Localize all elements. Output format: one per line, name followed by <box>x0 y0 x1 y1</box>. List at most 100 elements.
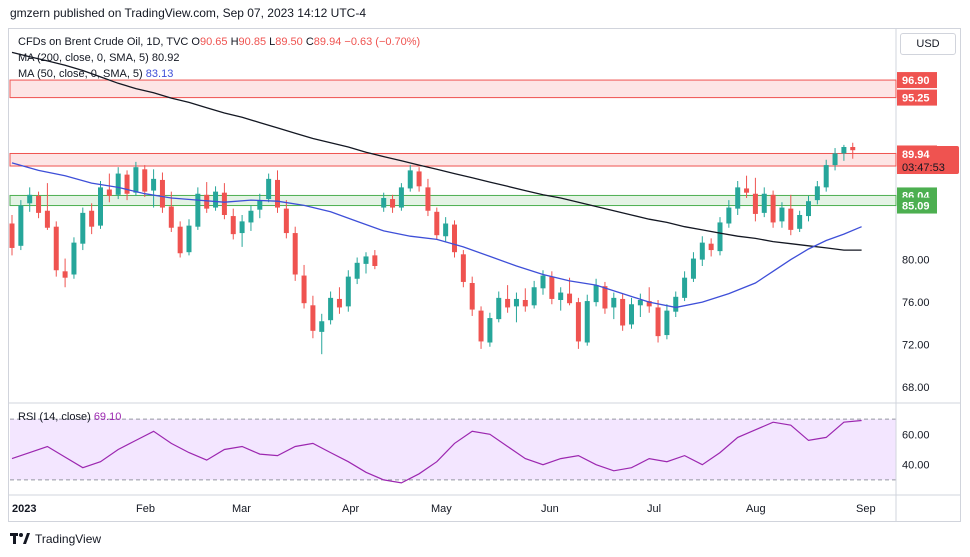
price-tick-label: 72.00 <box>902 340 930 352</box>
candle-body <box>478 310 484 342</box>
candle-body <box>142 169 148 192</box>
rsi-line <box>11 419 862 484</box>
ma50-label: MA (50, close, 0, SMA, 5) <box>18 68 143 80</box>
time-tick-label: Aug <box>746 503 766 515</box>
candle-body <box>71 242 77 275</box>
candle-body <box>186 225 192 253</box>
time-tick-label: 2023 <box>12 503 36 515</box>
candle-body <box>239 221 245 234</box>
candle-body <box>80 212 86 244</box>
candle-body <box>18 205 24 246</box>
candle-body <box>230 216 236 235</box>
candle-body <box>682 277 688 298</box>
candle-body <box>221 192 227 215</box>
candle-body <box>841 147 847 154</box>
candle-body <box>735 187 741 209</box>
candle-body <box>390 199 396 208</box>
change-value: −0.63 (−0.70%) <box>344 36 421 48</box>
zone-low-tag-bg <box>897 197 937 214</box>
candle-body <box>124 174 130 194</box>
candle-body <box>531 287 537 306</box>
low-value: 89.50 <box>275 36 303 48</box>
candle-body <box>797 215 803 229</box>
candle-body <box>36 195 42 213</box>
candle-body <box>168 206 174 228</box>
time-tick-label: Jun <box>541 503 559 515</box>
footer-brand[interactable]: TradingView <box>10 532 101 546</box>
ma200-line <box>11 51 862 251</box>
candle-body <box>611 297 617 308</box>
candle-body <box>717 222 723 252</box>
candle-body <box>53 226 59 271</box>
candle-body <box>664 310 670 336</box>
candle-body <box>558 292 564 300</box>
candle-body <box>575 302 581 342</box>
candle-body <box>761 193 767 213</box>
candle-body <box>522 300 528 307</box>
ma200-value: 80.92 <box>151 52 180 64</box>
candle-body <box>549 276 555 299</box>
candle-body <box>159 179 165 208</box>
candle-body <box>275 179 280 208</box>
candle-body <box>487 318 493 343</box>
candle-body <box>690 258 696 279</box>
chart-frame <box>8 28 961 522</box>
candle-body <box>505 298 511 308</box>
candle-body <box>637 300 643 306</box>
rsi-tick-label: 60.00 <box>902 429 930 441</box>
candle-body <box>593 285 599 303</box>
rsi-value: 69.10 <box>93 411 122 423</box>
open-value: 90.65 <box>199 36 228 48</box>
high-value: 90.85 <box>238 36 267 48</box>
candle-body <box>381 198 387 208</box>
candle-body <box>460 254 466 282</box>
publish-header: gmzern published on TradingView.com, Sep… <box>10 6 366 20</box>
candle-body <box>806 201 811 217</box>
time-tick-label: Apr <box>342 503 359 515</box>
price-tick-label: 80.00 <box>902 255 930 267</box>
candle-body <box>425 187 431 211</box>
symbol-title: CFDs on Brent Crude Oil, 1D, TVC <box>18 36 189 48</box>
candle-body <box>89 210 95 227</box>
candle-body <box>708 243 714 251</box>
rsi-legend: RSI (14, close) 69.10 <box>18 411 121 423</box>
candle-body <box>832 153 838 166</box>
time-tick-label: May <box>431 503 452 515</box>
candle-body <box>310 305 316 331</box>
candle-body <box>452 224 457 253</box>
candle-body <box>301 275 307 304</box>
candle-body <box>354 262 360 279</box>
candle-body <box>319 321 325 332</box>
candle-body <box>204 194 210 209</box>
zone-low-tag: 85.09 <box>902 201 930 213</box>
candle-body <box>151 178 157 191</box>
zone-low-tag: 95.25 <box>902 93 930 105</box>
candle-body <box>673 296 679 312</box>
currency-button[interactable]: USD <box>900 33 956 55</box>
candle-body <box>646 301 652 307</box>
candle-body <box>699 242 705 260</box>
candle-body <box>823 165 829 188</box>
candle-body <box>814 186 820 201</box>
time-tick-label: Feb <box>136 503 155 515</box>
candle-body <box>629 304 634 325</box>
close-label: C <box>305 36 314 48</box>
close-value: 89.94 <box>313 36 342 48</box>
candle-body <box>469 283 475 310</box>
last-price-tag-bg <box>897 146 959 175</box>
ma50-value: 83.13 <box>145 68 174 80</box>
rsi-tick-label: 40.00 <box>902 460 930 472</box>
candle-body <box>133 167 139 193</box>
footer-brand-label: TradingView <box>35 532 102 546</box>
rsi-label: RSI (14, close) <box>18 411 91 423</box>
candle-body <box>345 276 351 307</box>
zone-resistance-0 <box>9 79 897 99</box>
candle-body <box>540 275 546 289</box>
low-label: L <box>269 36 276 48</box>
candle-body <box>620 298 626 326</box>
time-tick-label: Jul <box>647 503 661 515</box>
candle-body <box>398 187 404 208</box>
zone-high-tag: 96.90 <box>902 75 930 87</box>
candles-group <box>9 142 856 355</box>
